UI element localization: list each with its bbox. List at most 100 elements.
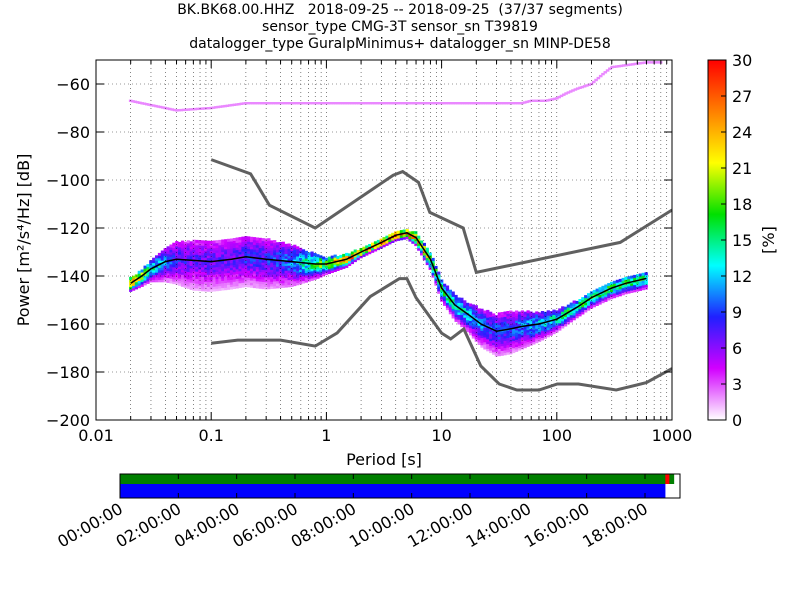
psd-histogram-cell [276, 242, 280, 246]
psd-histogram-cell [250, 253, 254, 257]
psd-histogram-cell [515, 312, 519, 316]
psd-histogram-cell [492, 335, 496, 338]
psd-histogram-cell [195, 256, 199, 260]
psd-outlier-cell [640, 61, 644, 65]
psd-histogram-cell [267, 243, 271, 246]
psd-histogram-cell [463, 324, 467, 328]
psd-histogram-cell [440, 296, 444, 300]
psd-outlier-cell [225, 104, 230, 107]
psd-histogram-cell [333, 259, 337, 263]
psd-histogram-cell [258, 269, 262, 272]
psd-histogram-cell [273, 261, 277, 265]
psd-histogram-cell [293, 278, 297, 282]
psd-histogram-cell [166, 246, 170, 250]
psd-histogram-cell [512, 338, 516, 342]
psd-outlier-cell [430, 102, 435, 105]
psd-histogram-cell [258, 252, 262, 256]
psd-histogram-cell [572, 312, 576, 316]
psd-histogram-cell [169, 275, 173, 279]
psd-histogram-cell [379, 245, 383, 249]
timeline-tick-label: 06:00:00 [229, 499, 301, 551]
psd-histogram-cell [152, 274, 156, 278]
psd-histogram-cell [474, 317, 478, 321]
psd-histogram-cell [538, 331, 542, 335]
psd-histogram-cell [287, 248, 291, 252]
psd-histogram-cell [497, 319, 501, 323]
x-axis-label: Period [s] [346, 450, 422, 469]
psd-histogram-cell [180, 264, 185, 268]
psd-histogram-cell [598, 294, 602, 298]
psd-histogram-cell [512, 350, 516, 354]
psd-histogram-cell [204, 245, 208, 249]
psd-histogram-cell [307, 266, 311, 270]
psd-histogram-cell [500, 336, 504, 339]
psd-histogram-cell [425, 259, 429, 263]
psd-histogram-cell [543, 314, 547, 318]
psd-histogram-cell [434, 282, 438, 286]
psd-outlier-cell [280, 102, 285, 105]
psd-histogram-cell [471, 333, 475, 337]
psd-histogram-cell [224, 284, 228, 288]
psd-outlier-cell [527, 100, 532, 103]
psd-histogram-cell [486, 317, 490, 321]
psd-histogram-cell [281, 258, 285, 262]
psd-outlier-cell [244, 102, 248, 105]
psd-histogram-cell [258, 264, 262, 268]
psd-histogram-cell [324, 272, 329, 276]
psd-outlier-cell [151, 104, 156, 107]
psd-histogram-cell [636, 286, 640, 290]
psd-histogram-cell [569, 314, 573, 318]
psd-outlier-cell [170, 108, 174, 111]
psd-histogram-cell [250, 239, 254, 243]
psd-histogram-cell [252, 246, 257, 250]
psd-outlier-cell [400, 102, 405, 105]
psd-histogram-cell [299, 257, 303, 261]
psd-histogram-cell [451, 293, 455, 297]
psd-histogram-cell [276, 275, 280, 279]
psd-histogram-cell [189, 255, 193, 259]
psd-histogram-cell [304, 274, 308, 278]
x-tick-label: 10 [431, 426, 451, 445]
psd-histogram-cell [517, 333, 522, 337]
psd-histogram-cell [572, 300, 576, 304]
psd-histogram-cell [129, 284, 133, 288]
psd-histogram-cell [192, 261, 196, 265]
psd-histogram-cell [304, 250, 308, 254]
psd-histogram-cell [250, 241, 254, 245]
psd-histogram-cell [252, 244, 257, 248]
psd-histogram-cell [604, 298, 608, 302]
psd-histogram-cell [270, 262, 274, 265]
psd-outlier-cell [324, 102, 329, 105]
psd-histogram-cell [463, 312, 467, 316]
psd-histogram-cell [448, 289, 452, 293]
psd-outlier-cell [428, 102, 432, 105]
psd-histogram-cell [189, 270, 193, 274]
psd-histogram-cell [218, 285, 222, 289]
psd-histogram-cell [287, 281, 291, 285]
psd-histogram-cell [290, 272, 294, 275]
psd-histogram-cell [212, 288, 216, 292]
psd-histogram-cell [503, 333, 507, 337]
psd-histogram-cell [474, 334, 478, 337]
psd-histogram-cell [212, 266, 216, 270]
psd-histogram-cell [201, 269, 205, 273]
psd-histogram-cell [494, 320, 498, 323]
timeline-data-bar [120, 474, 675, 484]
psd-histogram-cell [345, 260, 349, 264]
psd-histogram-cell [241, 270, 245, 274]
psd-histogram-cell [221, 253, 225, 257]
psd-histogram-cell [172, 242, 176, 246]
psd-histogram-cell [284, 248, 288, 252]
psd-histogram-cell [238, 249, 242, 253]
psd-histogram-cell [227, 253, 231, 257]
psd-histogram-cell [293, 280, 297, 284]
psd-outlier-cell [283, 102, 287, 105]
psd-histogram-cell [209, 240, 213, 244]
psd-histogram-cell [195, 266, 199, 270]
psd-outlier-cell [135, 101, 140, 104]
psd-histogram-cell [506, 349, 510, 353]
psd-histogram-cell [624, 288, 628, 292]
psd-histogram-cell [327, 263, 331, 267]
psd-histogram-cell [572, 314, 576, 318]
psd-histogram-cell [463, 300, 467, 304]
